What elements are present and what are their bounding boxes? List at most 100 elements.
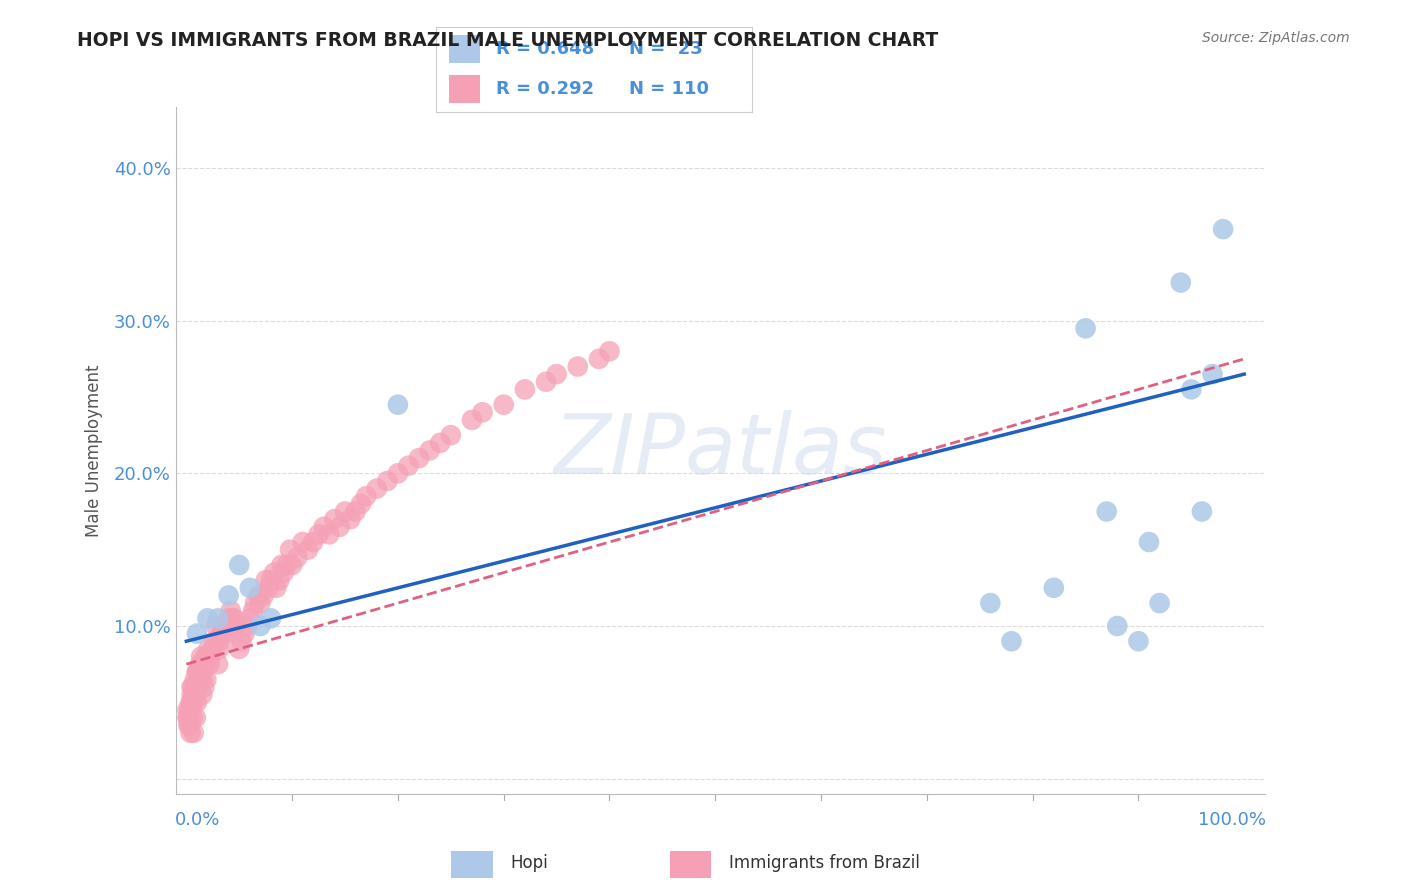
Point (179, 703, 201, 717)
Point (231, 634, 253, 648)
Point (318, 527, 340, 541)
Bar (669, 851, 711, 878)
Point (194, 657, 217, 672)
Point (273, 566, 295, 580)
Point (186, 680, 208, 694)
Point (979, 596, 1001, 610)
Point (218, 589, 240, 603)
Point (180, 726, 202, 740)
Point (208, 641, 231, 656)
Point (297, 542, 319, 557)
Point (194, 649, 217, 664)
Point (1095, 504, 1118, 518)
Point (186, 665, 208, 679)
Point (276, 558, 298, 572)
Point (387, 398, 409, 412)
Point (333, 504, 356, 518)
Point (387, 467, 409, 481)
Point (197, 649, 219, 664)
Point (1107, 619, 1129, 633)
Point (1137, 535, 1160, 549)
Point (193, 657, 215, 672)
Point (181, 710, 204, 724)
Point (219, 604, 242, 618)
Point (188, 673, 211, 687)
Point (252, 589, 274, 603)
Point (191, 673, 214, 687)
Point (190, 649, 212, 664)
Point (188, 657, 211, 672)
Point (215, 626, 238, 640)
Bar (451, 851, 492, 878)
Point (354, 489, 377, 503)
Point (180, 695, 202, 709)
Point (254, 573, 277, 587)
Point (492, 398, 515, 412)
Point (184, 673, 207, 687)
Point (308, 527, 330, 541)
Point (1212, 222, 1234, 236)
Point (211, 619, 233, 633)
Point (222, 611, 245, 625)
Point (287, 550, 309, 565)
Point (281, 558, 304, 572)
Point (429, 435, 451, 450)
Point (323, 512, 346, 526)
Point (201, 641, 224, 656)
Point (183, 695, 205, 709)
Point (176, 710, 198, 724)
Text: R = 0.292: R = 0.292 (496, 79, 595, 97)
Point (247, 589, 270, 603)
Point (440, 428, 463, 442)
Point (179, 718, 201, 732)
Point (243, 596, 266, 610)
Point (1170, 276, 1192, 290)
Point (239, 581, 262, 595)
Point (419, 443, 441, 458)
Point (260, 611, 283, 625)
Bar (449, 75, 481, 103)
Point (207, 657, 229, 672)
Point (366, 482, 388, 496)
Point (471, 405, 494, 419)
Point (200, 649, 222, 664)
Point (264, 581, 287, 595)
Text: 100.0%: 100.0% (1198, 811, 1267, 829)
Point (225, 619, 247, 633)
Point (198, 657, 221, 672)
Point (184, 710, 207, 724)
Point (598, 344, 620, 359)
Text: N = 110: N = 110 (628, 79, 709, 97)
Point (344, 504, 367, 518)
Point (1000, 634, 1022, 648)
Point (1149, 596, 1171, 610)
Point (228, 558, 250, 572)
Point (339, 512, 361, 526)
Point (193, 680, 215, 694)
Point (222, 611, 245, 625)
Text: Source: ZipAtlas.com: Source: ZipAtlas.com (1202, 31, 1350, 45)
Text: R = 0.648: R = 0.648 (496, 40, 595, 58)
Point (1074, 321, 1097, 335)
Point (408, 451, 430, 466)
Point (1043, 581, 1066, 595)
Point (212, 626, 235, 640)
Point (180, 695, 202, 709)
Point (191, 688, 214, 702)
Point (186, 695, 208, 709)
Text: ZIPatlas: ZIPatlas (554, 410, 887, 491)
Point (567, 359, 589, 374)
Point (233, 626, 256, 640)
Point (177, 718, 200, 732)
Point (249, 619, 271, 633)
Point (197, 641, 219, 656)
Point (588, 351, 610, 366)
Point (242, 604, 264, 618)
Point (218, 611, 240, 625)
Point (270, 558, 292, 572)
Point (239, 611, 262, 625)
Text: Hopi: Hopi (510, 854, 548, 872)
Point (180, 680, 202, 694)
Point (1128, 634, 1150, 648)
Point (183, 688, 205, 702)
